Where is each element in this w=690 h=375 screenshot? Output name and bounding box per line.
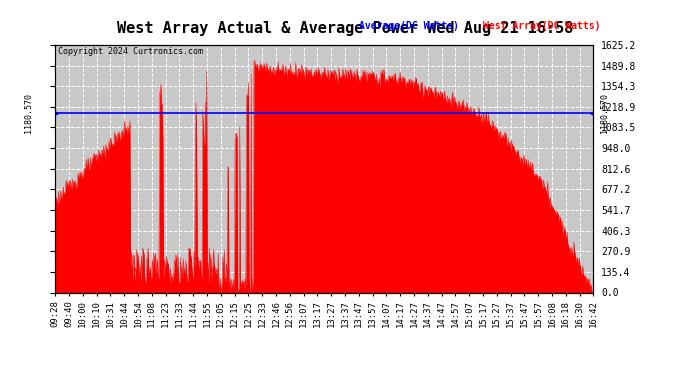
Text: Average(DC Watts): Average(DC Watts) [359,21,459,31]
Text: West Array Actual & Average Power Wed Aug 21 16:58: West Array Actual & Average Power Wed Au… [117,21,573,36]
Text: 1180.570: 1180.570 [23,93,33,133]
Text: Copyright 2024 Curtronics.com: Copyright 2024 Curtronics.com [58,48,203,57]
Text: 1180.570: 1180.570 [600,93,609,133]
Text: West Array(DC Watts): West Array(DC Watts) [483,21,600,31]
